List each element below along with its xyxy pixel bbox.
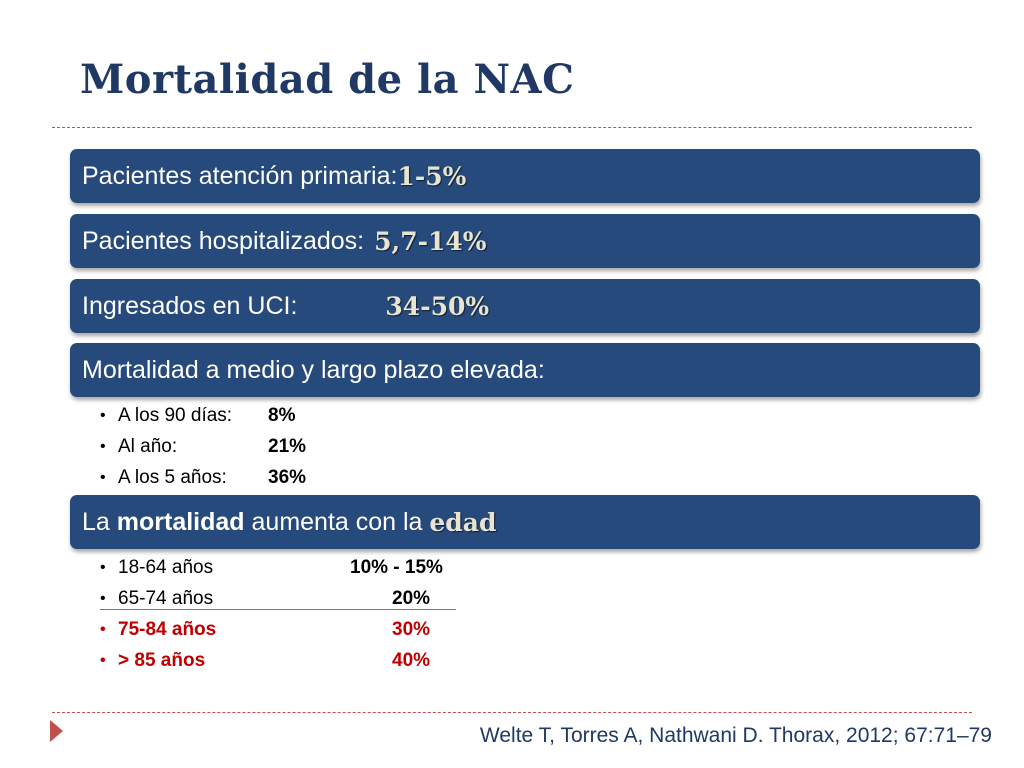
bar-primary-care: Pacientes atención primaria: 1-5%: [70, 149, 980, 203]
bar-age: La mortalidad aumenta con la edad: [70, 495, 980, 549]
list-item: A los 90 días: 8%: [100, 400, 400, 431]
bottom-divider: [52, 712, 972, 713]
citation: Welte T, Torres A, Nathwani D. Thorax, 2…: [479, 724, 992, 747]
triangle-arrow-icon: [50, 720, 63, 742]
emphasis-edad: edad: [429, 507, 497, 537]
list-item: Al año: 21%: [100, 431, 400, 462]
long-term-list: A los 90 días: 8% Al año: 21% A los 5 añ…: [100, 400, 400, 493]
top-divider: [52, 127, 972, 128]
bar-value: 1-5%: [397, 161, 467, 191]
bar-long-term: Mortalidad a medio y largo plazo elevada…: [70, 343, 980, 397]
age-list: 18-64 años 10% - 15% 65-74 años 20% 75-8…: [100, 552, 480, 676]
bar-label: Ingresados en UCI:: [82, 291, 298, 320]
bar-hospitalized: Pacientes hospitalizados: 5,7-14%: [70, 214, 980, 268]
bar-label: Mortalidad a medio y largo plazo elevada…: [82, 355, 545, 384]
bar-label: Pacientes hospitalizados:: [82, 226, 365, 255]
bar-value: 5,7-14%: [374, 226, 487, 256]
bar-label: Pacientes atención primaria:: [82, 161, 398, 190]
list-item: > 85 años 40%: [100, 645, 480, 676]
emphasis-mortalidad: mortalidad: [116, 507, 245, 536]
list-item: 65-74 años 20%: [100, 583, 480, 614]
row-separator: [100, 609, 456, 610]
list-item: 75-84 años 30%: [100, 614, 480, 645]
list-item: A los 5 años: 36%: [100, 462, 400, 493]
slide-title: Mortalidad de la NAC: [80, 56, 575, 103]
bar-value: 34-50%: [385, 291, 490, 321]
list-item: 18-64 años 10% - 15%: [100, 552, 480, 583]
bar-icu: Ingresados en UCI: 34-50%: [70, 279, 980, 333]
